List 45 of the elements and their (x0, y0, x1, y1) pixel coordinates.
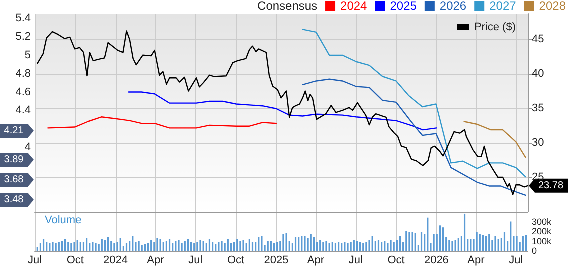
x-tick-label: Jul (348, 254, 363, 266)
text: 3.89 (4, 154, 24, 166)
line-series (128, 92, 438, 131)
legend-label: 2026 (440, 0, 467, 13)
y2-tick-label: 45 (532, 34, 544, 46)
y2-tick-label: 40 (532, 68, 544, 80)
text: Volume (45, 214, 82, 226)
x-tick-label: Apr (307, 254, 325, 266)
text: 3.68 (4, 174, 24, 186)
y-tick-label: 5.4 (16, 12, 31, 25)
legend-label: 2027 (490, 0, 517, 13)
legend-title: Consensus (258, 0, 318, 13)
y-tick-label: 5.2 (16, 31, 31, 44)
y3-tick-label: 0 (532, 246, 538, 256)
legend-label: 2025 (390, 0, 418, 13)
text: 3.48 (4, 194, 24, 206)
x-tick-label: 2026 (424, 254, 449, 266)
y3-tick-label: 100k (532, 236, 552, 246)
x-tick-label: Oct (66, 254, 84, 266)
x-tick-label: 2025 (264, 254, 289, 266)
y-tick-label: 4 (24, 142, 31, 154)
line-series (464, 121, 526, 158)
line-series (48, 116, 278, 129)
data-label: 23.78 (538, 180, 564, 192)
line-series (302, 78, 526, 196)
y3-tick-label: 200k (532, 226, 552, 236)
y2-tick-label: 35 (532, 102, 544, 115)
x-tick-label: Oct (228, 254, 245, 266)
y3-tick-label: 300k (532, 216, 552, 227)
y-tick-label: 4.4 (16, 104, 31, 117)
x-tick-label: Jul (509, 254, 524, 266)
x-tick-label: Jul (28, 254, 42, 266)
legend-label: Price ($) (474, 22, 516, 34)
y-tick-label: 5 (24, 49, 31, 62)
x-tick-label: Jul (188, 254, 203, 266)
y-tick-label: 4.8 (16, 68, 31, 80)
y2-tick-label: 30 (532, 137, 544, 150)
legend-label: 2024 (340, 0, 368, 13)
x-tick-label: Oct (388, 254, 405, 266)
legend-label: 2028 (539, 0, 566, 13)
y-tick-label: 4.6 (16, 86, 31, 98)
x-tick-label: Apr (147, 254, 165, 266)
text: 4.21 (4, 126, 24, 136)
x-tick-label: 2024 (104, 254, 128, 266)
x-tick-label: Apr (468, 254, 486, 266)
